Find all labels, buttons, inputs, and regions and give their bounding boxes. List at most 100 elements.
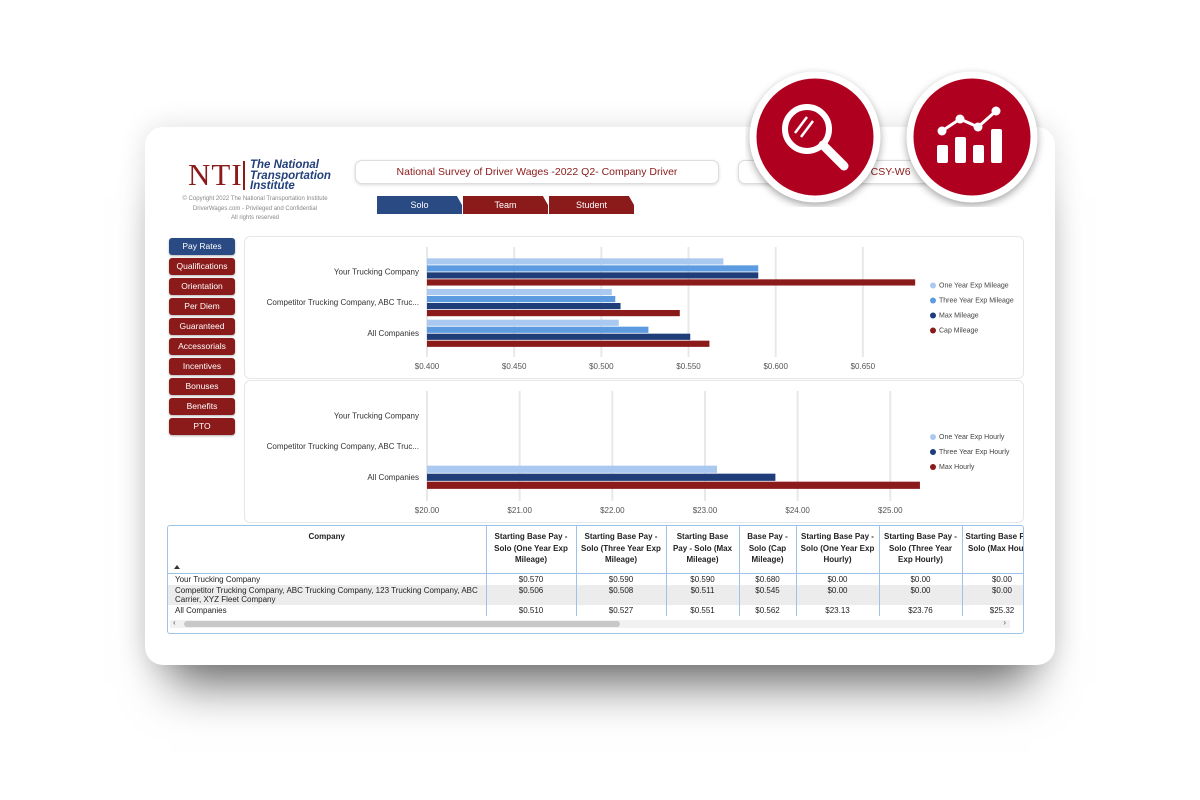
glare — [794, 116, 808, 134]
legend-marker — [930, 434, 936, 440]
legend-marker — [930, 312, 936, 319]
x-tick-label: $0.500 — [589, 362, 614, 371]
column-header[interactable]: Starting Base Pay - Solo (Three Year Exp… — [576, 526, 667, 574]
logo-divider — [243, 161, 245, 190]
x-tick-label: $0.400 — [415, 362, 440, 371]
table-cell: $23.13 — [796, 605, 880, 616]
table-row: Your Trucking Company $0.570 $0.590 $0.590 $… — [168, 573, 1023, 585]
legend-marker — [930, 282, 936, 289]
chart-icon — [937, 106, 1002, 163]
scroll-right[interactable]: › — [1003, 618, 1006, 627]
table-row: All Companies $0.510 $0.527 $0.551 $0.562 $23… — [168, 605, 1023, 616]
x-tick-label: $24.00 — [785, 506, 810, 515]
table-cell: $0.551 — [666, 605, 740, 616]
bar — [427, 303, 621, 310]
chart: $0.400 $0.450 $0.500 $0.550 $0.600 $0.650 Your… — [267, 247, 1014, 371]
copyright-line: © Copyright 2022 The National Transporta… — [182, 196, 328, 202]
scroll-left[interactable]: ‹ — [173, 618, 176, 627]
bar — [427, 340, 710, 347]
table-cell: $0.00 — [879, 585, 963, 605]
tab[interactable]: Solo — [377, 196, 462, 214]
column-header[interactable]: Starting Base Pay - Solo (Three Year Exp… — [879, 526, 963, 574]
x-tick-label: $22.00 — [600, 506, 625, 515]
table-cell: Competitor Trucking Company, ABC Truckin… — [168, 585, 487, 605]
menu-button[interactable]: Pay Rates — [169, 238, 235, 255]
x-tick-label: $0.600 — [763, 362, 788, 371]
table: Company Starting Base Pay - Solo (One Yea… — [168, 526, 1023, 616]
table-cell: $0.545 — [739, 585, 797, 605]
x-tick-label: $20.00 — [415, 506, 440, 515]
menu-button[interactable]: Qualifications — [169, 258, 235, 275]
x-tick-label: $25.00 — [878, 506, 903, 515]
logo-line: Transportation — [250, 169, 331, 182]
column-header[interactable]: Starting Base Pay - Solo (One Year Exp M… — [486, 526, 577, 574]
legend-marker — [930, 449, 936, 455]
legend-label: One Year Exp Hourly — [939, 434, 1005, 441]
chart-panel: $0.400 $0.450 $0.500 $0.550 $0.600 $0.650 Your… — [244, 236, 1024, 379]
legend-marker — [930, 327, 936, 334]
category-label: Competitor Trucking Company, ABC Truc... — [267, 298, 419, 307]
table-cell: $0.508 — [576, 585, 667, 605]
sort-icon[interactable] — [173, 564, 181, 570]
bar — [427, 296, 616, 303]
menu-button[interactable]: Guaranteed — [169, 318, 235, 335]
table-cell: $0.562 — [739, 605, 797, 616]
category-label: All Companies — [367, 473, 419, 482]
column-header[interactable]: Starting Base Pay - Solo (One Year Exp H… — [796, 526, 880, 574]
copyright-line: DriverWages.com - Privileged and Confide… — [192, 205, 318, 212]
x-tick-label: $21.00 — [507, 506, 532, 515]
data-table: Company Starting Base Pay - Solo (One Yea… — [167, 525, 1024, 634]
table-cell: $23.76 — [879, 605, 963, 616]
tab[interactable]: Student — [549, 196, 634, 214]
column-header[interactable]: Company — [168, 526, 487, 574]
menu-button[interactable]: Bonuses — [169, 378, 235, 395]
menu-button[interactable]: Orientation — [169, 278, 235, 295]
menu-button[interactable]: Incentives — [169, 358, 235, 375]
menu-button[interactable]: Accessorials — [169, 338, 235, 355]
copyright-line: All rights reserved — [230, 215, 280, 221]
legend-label: Three Year Exp Hourly — [939, 449, 1010, 456]
menu-button[interactable]: Per Diem — [169, 298, 235, 315]
menu-button[interactable]: Benefits — [169, 398, 235, 415]
header-row: Company Starting Base Pay - Solo (One Yea… — [168, 526, 1023, 574]
chart-panel: $20.00 $21.00 $22.00 $23.00 $24.00 $25.00 Your… — [244, 380, 1024, 523]
table-cell: $0.590 — [576, 573, 667, 585]
scrollbar[interactable]: ‹ › — [170, 618, 1010, 628]
category-label: Your Trucking Company — [334, 267, 419, 276]
bar — [427, 258, 724, 265]
logo-name: The National Transportation Institute — [250, 160, 331, 192]
category-label: Your Trucking Company — [334, 411, 419, 420]
legend-label: One Year Exp Mileage — [939, 282, 1009, 289]
legend-marker — [930, 464, 936, 470]
bar — [427, 279, 916, 286]
search-badge — [749, 71, 881, 203]
bar — [427, 310, 680, 317]
chart: $20.00 $21.00 $22.00 $23.00 $24.00 $25.00 Your… — [267, 391, 1010, 515]
legend-label: Max Mileage — [939, 312, 979, 319]
bar — [427, 481, 920, 489]
table-cell: All Companies — [168, 605, 487, 616]
bar — [427, 272, 759, 279]
table-cell: $0.590 — [666, 573, 740, 585]
tab[interactable]: Team — [463, 196, 548, 214]
menu-button[interactable]: PTO — [169, 418, 235, 435]
copyright: © Copyright 2022 The National Transporta… — [165, 195, 345, 224]
table-row: Competitor Trucking Company, ABC Truckin… — [168, 585, 1023, 605]
x-tick-label: $23.00 — [693, 506, 718, 515]
category-label: Competitor Trucking Company, ABC Truc... — [267, 442, 419, 451]
x-tick-label: $0.550 — [676, 362, 701, 371]
scroll-thumb[interactable] — [184, 621, 620, 627]
category-label: All Companies — [367, 329, 419, 338]
chart-badge — [906, 71, 1038, 203]
legend-label: Three Year Exp Mileage — [939, 297, 1014, 304]
column-header[interactable]: Starting Base Pay - Solo (Max Hourly) — [962, 526, 1023, 574]
column-header[interactable]: Base Pay - Solo (Cap Mileage) — [739, 526, 797, 574]
logo: NTI — [188, 157, 243, 192]
glare — [800, 120, 814, 138]
column-header[interactable]: Starting Base Pay - Solo (Max Mileage) — [666, 526, 740, 574]
bar — [427, 465, 718, 473]
table-cell: $0.00 — [796, 573, 880, 585]
legend-label: Max Hourly — [939, 464, 975, 471]
table-cell: $0.00 — [879, 573, 963, 585]
bar — [427, 333, 691, 340]
